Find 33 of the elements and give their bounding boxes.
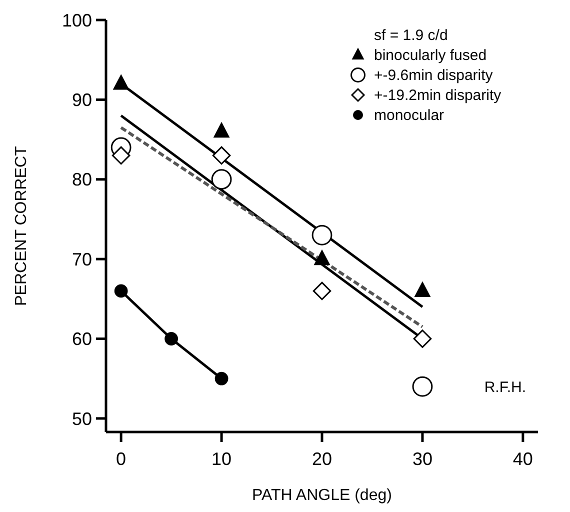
x-tick-label: 20	[312, 449, 332, 469]
legend-label: monocular	[374, 107, 444, 124]
point	[412, 376, 433, 397]
x-tick-label: 10	[212, 449, 232, 469]
legend-label: binocularly fused	[374, 47, 487, 64]
point	[414, 282, 430, 297]
x-tick-label: 30	[412, 449, 432, 469]
x-tick-label: 40	[512, 449, 533, 469]
y-tick-label: 70	[72, 249, 92, 270]
point	[312, 282, 332, 300]
legend-label: +-9.6min disparity	[374, 67, 494, 84]
legend-title: sf = 1.9 c/d	[374, 27, 448, 44]
point	[314, 250, 330, 266]
annotation: R.F.H.	[484, 379, 526, 396]
y-axis-title: PERCENT CORRECT	[13, 146, 30, 306]
y-tick-label: 90	[72, 90, 92, 110]
y-tick-label: 60	[72, 329, 92, 350]
legend-label: +-19.2min disparity	[374, 87, 502, 104]
point	[112, 146, 130, 165]
point	[113, 74, 129, 90]
point	[164, 332, 178, 346]
point	[211, 169, 232, 190]
point	[114, 284, 128, 298]
x-tick-label: 0	[116, 449, 126, 469]
y-tick-label: 50	[72, 408, 92, 429]
y-tick-label: 100	[62, 10, 92, 30]
x-axis-title: PATH ANGLE (deg)	[252, 487, 392, 504]
point	[413, 330, 432, 348]
y-tick-label: 80	[72, 170, 92, 190]
point	[214, 372, 228, 386]
point	[312, 224, 332, 246]
point	[214, 122, 230, 138]
point	[212, 146, 231, 165]
